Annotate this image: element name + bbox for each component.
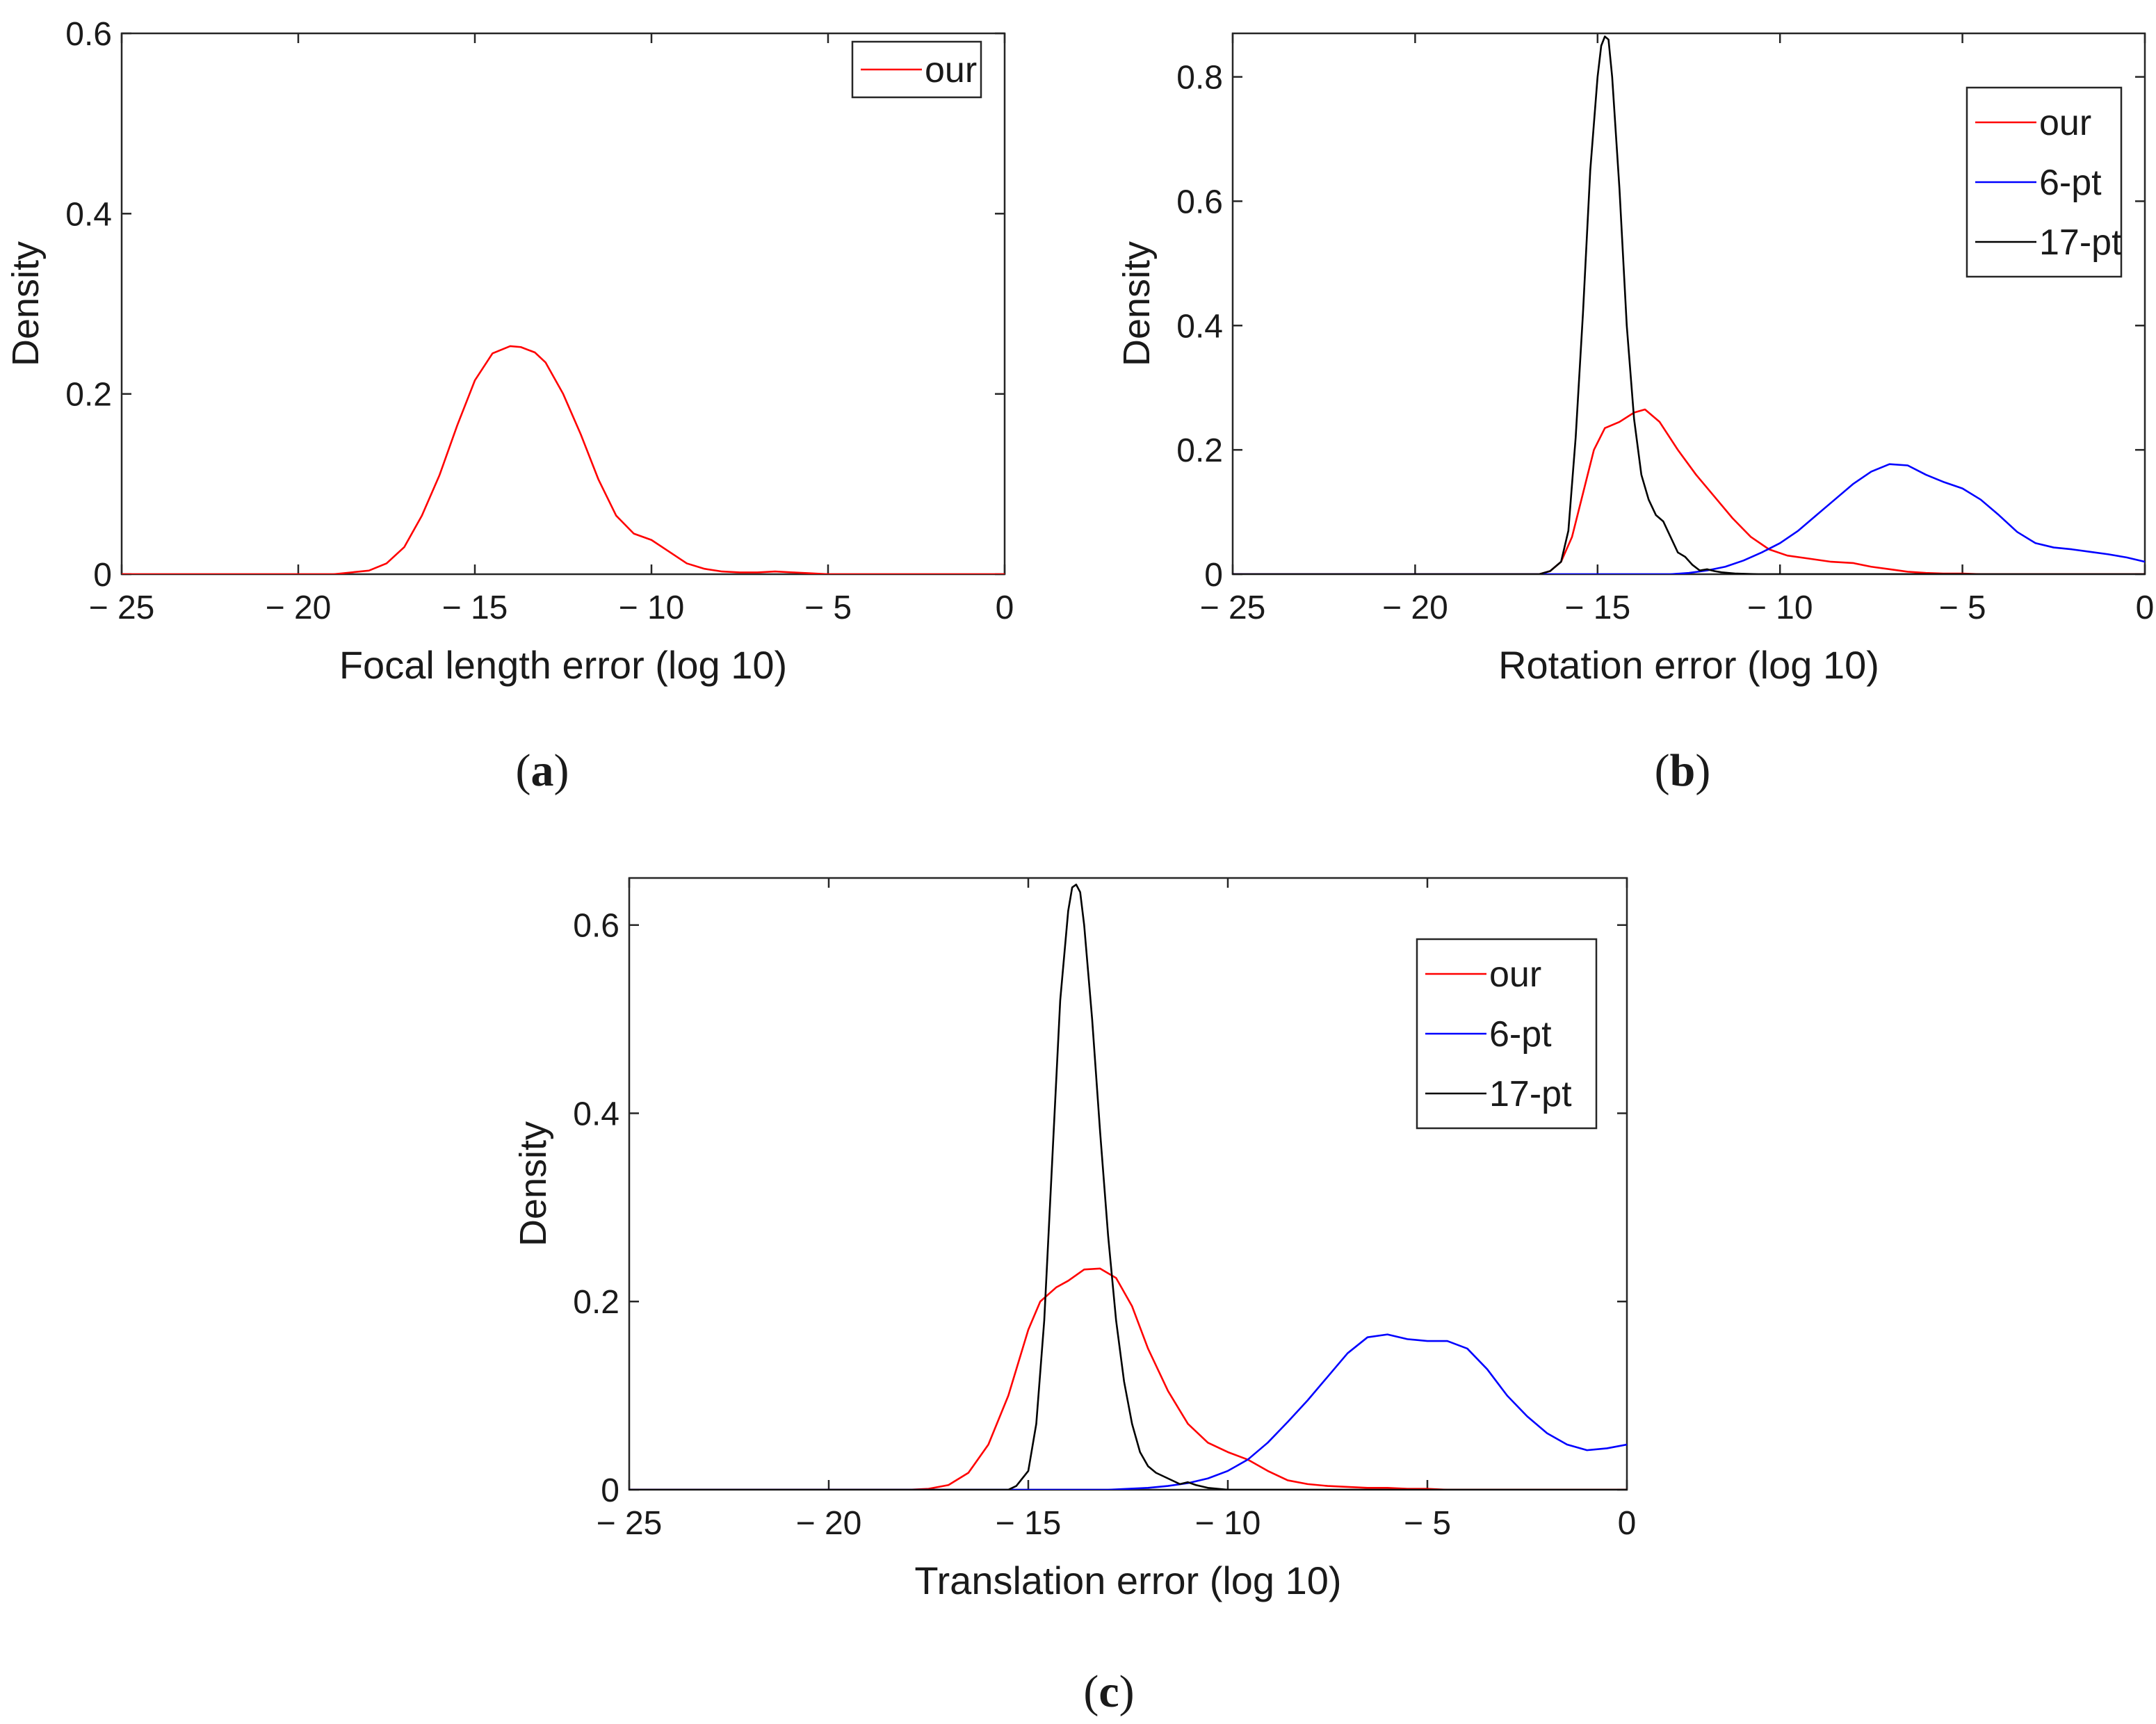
legend-label-6-pt: 6-pt [1489,1014,1552,1055]
plot-frame [120,32,1006,576]
x-tick-label: − 15 [1564,589,1630,626]
y-tick-label: 0.6 [65,16,112,53]
y-tick-label: 0.4 [1176,308,1223,345]
y-tick-label: 0.4 [573,1096,619,1132]
series-line-6-pt [1233,463,2145,574]
y-tick-label: 0.6 [1176,184,1223,220]
series-line-our [1233,408,2145,574]
x-tick-label: 0 [2136,589,2155,626]
y-tick-label: 0.2 [65,377,112,414]
x-tick-label: − 25 [1200,589,1266,626]
x-axis-label: Translation error (log 10) [914,1559,1341,1602]
x-tick-label: − 15 [442,589,508,626]
y-tick-label: 0.8 [1176,60,1223,97]
legend: our 6-pt 17-pt [1965,86,2123,278]
series-line-17-pt [1233,35,2145,574]
x-tick-label: − 20 [266,589,332,626]
chart-panel-b: − 25 − 20 − 15 − 10 − 5 0 0 0.2 0.4 0.6 0.8 Rotatio… [1116,32,2155,796]
series-line-our [629,1267,1627,1490]
x-tick-label: − 20 [796,1505,862,1542]
y-axis-label: Density [1116,241,1158,366]
x-axis-label: Focal length error (log 10) [339,643,787,687]
x-tick-label: − 10 [619,589,685,626]
y-tick-label: 0 [93,557,112,594]
x-tick-label: − 10 [1195,1505,1261,1542]
plot-frame [1231,32,2146,576]
legend-label-our: our [2039,103,2091,143]
y-tick-label: 0.2 [573,1284,619,1321]
panel-label-a: (a) [516,745,569,796]
x-tick-label: − 25 [89,589,155,626]
y-tick-label: 0 [601,1472,619,1509]
x-tick-label: − 20 [1382,589,1448,626]
legend: our [851,40,982,99]
legend: our 6-pt 17-pt [1416,938,1598,1130]
x-tick-label: − 15 [996,1505,1062,1542]
x-tick-label: − 25 [597,1505,663,1542]
chart-panel-c: − 25 − 20 − 15 − 10 − 5 0 0 0.2 0.4 0.6 Translatio… [512,877,1637,1717]
y-axis-label: Density [512,1121,554,1246]
x-tick-label: − 5 [804,589,852,626]
x-axis-label: Rotation error (log 10) [1498,643,1879,687]
legend-label-our: our [1489,954,1541,995]
series-line-17-pt [629,884,1627,1490]
series-line-our [122,345,1005,574]
x-tick-label: − 5 [1939,589,1986,626]
legend-label-17-pt: 17-pt [1489,1074,1572,1114]
y-tick-label: 0.2 [1176,432,1223,469]
x-tick-label: 0 [1618,1505,1637,1542]
plot-frame [628,877,1628,1491]
legend-label-our: our [925,50,977,90]
panel-label-c: (c) [1083,1666,1134,1717]
legend-label-17-pt: 17-pt [2039,222,2122,263]
x-tick-label: − 10 [1747,589,1813,626]
chart-panel-a: − 25 − 20 − 15 − 10 − 5 0 0 0.2 0.4 0.6 Focal leng… [5,16,1014,796]
panel-label-b: (b) [1655,745,1711,796]
legend-box [1965,86,2123,278]
y-tick-label: 0.6 [573,908,619,945]
y-axis-label: Density [5,241,47,366]
x-tick-label: 0 [996,589,1014,626]
y-tick-label: 0.4 [65,196,112,233]
series-line-6-pt [629,1333,1627,1490]
x-tick-label: − 5 [1404,1505,1451,1542]
legend-label-6-pt: 6-pt [2039,163,2102,203]
y-tick-label: 0 [1204,557,1223,594]
